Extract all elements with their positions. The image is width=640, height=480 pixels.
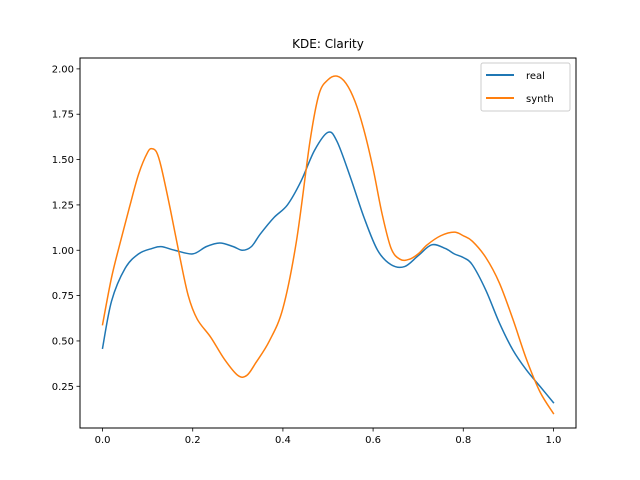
plot-frame [79, 57, 577, 429]
x-tick-label: 0.4 [275, 435, 291, 446]
x-tick-label: 0.0 [95, 435, 111, 446]
series-line-synth [101, 75, 555, 415]
x-tick-label: 0.2 [185, 435, 201, 446]
y-axis: 0.25 0.50 0.75 1.00 1.25 1.50 1.75 2.00 [52, 64, 80, 393]
y-tick-label: 1.25 [52, 200, 74, 211]
series-line-real [101, 131, 555, 404]
x-tick-label: 0.6 [365, 435, 381, 446]
y-tick-label: 1.75 [52, 110, 74, 121]
legend-label-synth: synth [526, 94, 554, 105]
plot-area: 0.0 0.2 0.4 0.6 0.8 1.0 0.25 0.50 0.75 1.00 1.25 1… [52, 57, 577, 446]
y-tick-label: 0.25 [52, 382, 74, 393]
legend-label-real: real [526, 71, 545, 82]
chart-title: KDE: Clarity [292, 37, 364, 51]
x-tick-label: 0.8 [455, 435, 471, 446]
x-tick-label: 1.0 [546, 435, 562, 446]
series-layer [101, 75, 555, 415]
y-tick-label: 0.50 [52, 336, 74, 347]
y-tick-label: 1.00 [52, 246, 74, 257]
y-tick-label: 0.75 [52, 291, 74, 302]
x-axis: 0.0 0.2 0.4 0.6 0.8 1.0 [95, 428, 562, 446]
legend: real synth [480, 62, 571, 112]
y-tick-label: 2.00 [52, 64, 74, 75]
y-tick-label: 1.50 [52, 155, 74, 166]
